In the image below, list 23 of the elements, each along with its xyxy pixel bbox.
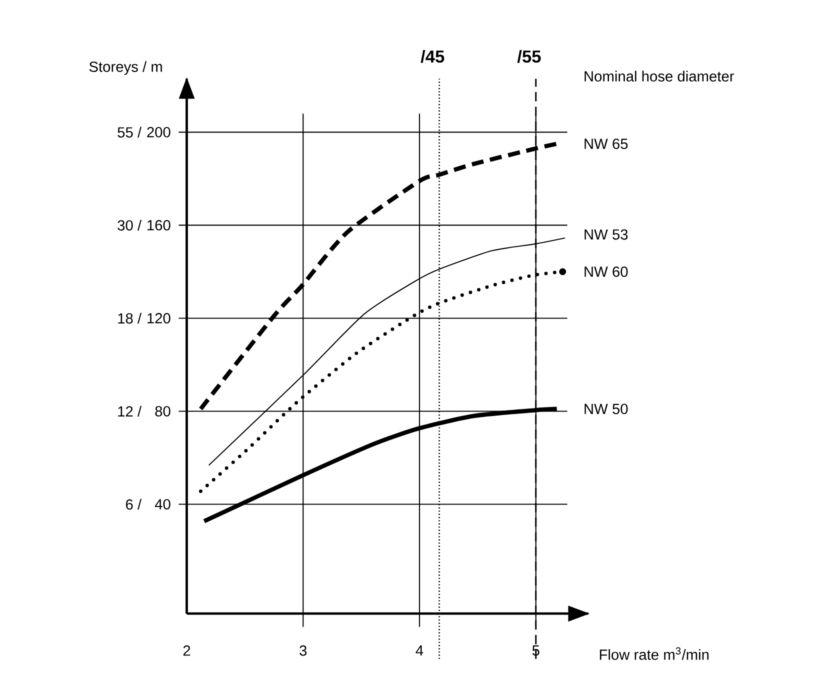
annotation: /55 — [517, 50, 541, 64]
series-label: NW 60 — [584, 266, 628, 278]
x-axis-title: Flow rate m$^{3}$/min — [600, 647, 709, 660]
text: 30 / — [118, 220, 142, 231]
text: 6 / — [126, 499, 142, 510]
series-label: NW 53 — [584, 230, 628, 240]
y-tick-label: 40 — [154, 499, 170, 510]
text: 12 / — [118, 406, 142, 417]
text: 55 / — [118, 127, 142, 138]
y-axis-title: Storeys / m — [89, 61, 162, 76]
annotation: /45 — [420, 50, 444, 64]
series-label: NW 65 — [584, 138, 628, 150]
x-tick-label: 5 — [532, 646, 540, 656]
y-tick-label: 80 — [155, 406, 170, 417]
x-tick-label: 2 — [183, 646, 190, 656]
annotation: Nominal hose diameter — [584, 70, 734, 82]
x-tick-label: 4 — [416, 646, 424, 656]
series-label: NW 50 — [584, 404, 628, 414]
y-tick-label: 200 — [147, 127, 170, 138]
x-tick-label: 3 — [300, 646, 307, 656]
text: 18 / — [118, 313, 142, 324]
y-tick-label: 120 — [148, 313, 170, 324]
y-tick-label: 160 — [148, 220, 170, 231]
